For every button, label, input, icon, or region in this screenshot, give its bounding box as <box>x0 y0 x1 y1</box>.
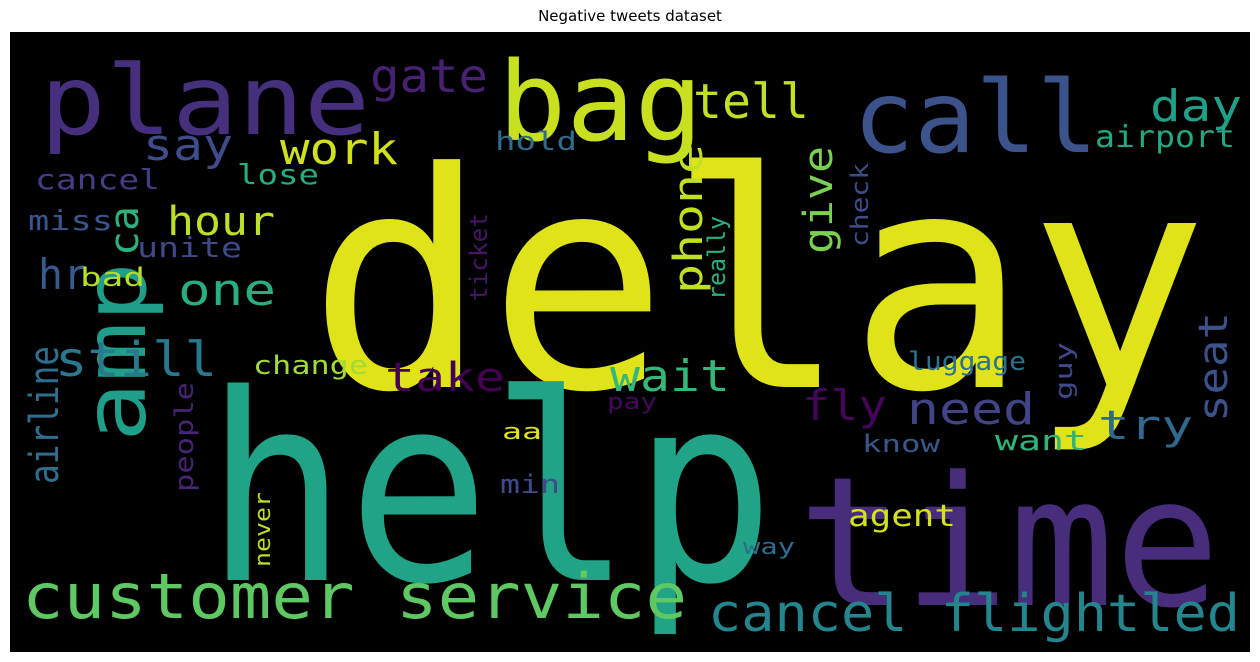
word-say: say <box>143 120 233 171</box>
word-delay: delay <box>308 109 1208 458</box>
word-hold: hold <box>495 127 577 157</box>
word-ticket: ticket <box>465 213 493 301</box>
word-one: one <box>178 265 276 316</box>
word-guy: guy <box>1050 342 1078 400</box>
word-fly: fly <box>802 381 887 430</box>
word-pay: pay <box>607 390 657 415</box>
word-lose: lose <box>237 158 319 191</box>
word-call: call <box>853 59 1098 176</box>
word-help: help <box>205 340 775 642</box>
word-check: check <box>846 162 874 247</box>
word-aa: aa <box>502 420 542 445</box>
word-seat: seat <box>1191 312 1237 422</box>
word-day: day <box>1150 81 1242 132</box>
word-bag: bag <box>498 38 703 166</box>
word-want: want <box>995 424 1087 457</box>
word-airport: airport <box>1095 120 1235 155</box>
word-hr: hr <box>38 250 88 299</box>
word-never: never <box>251 492 276 567</box>
word-customer-service: customer service <box>22 560 687 633</box>
word-min: min <box>500 470 560 500</box>
word-need: need <box>907 384 1035 435</box>
word-plane: plane <box>40 45 370 157</box>
word-agent: agent <box>848 499 956 534</box>
word-hour: hour <box>167 199 275 245</box>
word-change: change <box>253 351 368 381</box>
word-wait: wait <box>610 351 730 402</box>
word-try: try <box>1098 403 1193 449</box>
word-work: work <box>280 124 398 175</box>
word-amp: amp <box>66 262 166 442</box>
word-airline: airline <box>22 346 68 484</box>
word-miss: miss <box>28 204 113 237</box>
word-cancel-flightled: cancel flightled <box>708 584 1240 644</box>
word-give: give <box>796 146 842 254</box>
word-people: people <box>170 382 200 492</box>
word-time: time <box>798 439 1220 648</box>
word-cloud-canvas: delay help time plane bag call amp customer ser… <box>10 32 1250 652</box>
word-gate: gate <box>370 49 488 103</box>
plot-title: Negative tweets dataset <box>538 7 722 25</box>
word-phone: phone <box>666 144 712 294</box>
word-luggage: luggage <box>908 347 1026 377</box>
word-still: still <box>55 332 217 388</box>
word-really: really <box>703 216 731 300</box>
word-tell: tell <box>693 74 809 130</box>
word-way: way <box>743 535 795 560</box>
word-know: know <box>862 430 941 458</box>
word-bad: bad <box>80 263 145 293</box>
word-ca: ca <box>102 206 148 256</box>
word-take: take <box>385 355 505 401</box>
word-cancel: cancel <box>35 163 160 196</box>
word-unite: unite <box>137 231 242 264</box>
